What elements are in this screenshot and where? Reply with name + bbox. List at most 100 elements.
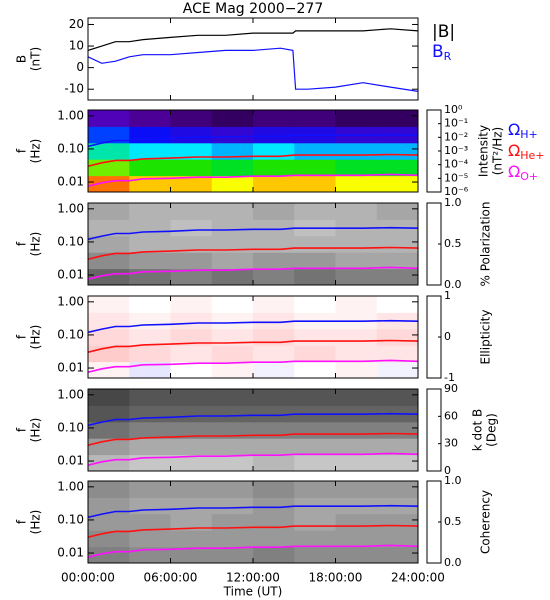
legend-subscript: O+	[520, 170, 538, 183]
spectrogram-cell	[129, 405, 171, 423]
spectrogram-cell	[88, 175, 130, 192]
spectrogram-cell	[211, 312, 254, 330]
y-axis-label: (nT)	[29, 47, 43, 71]
spectrogram-cell	[211, 513, 254, 531]
spectrogram-cell	[170, 235, 213, 253]
spectrogram-cell	[88, 405, 130, 423]
colorbar-tick-label: 0.0	[444, 556, 462, 569]
spectrogram-cell	[294, 421, 336, 439]
spectrogram-cell	[253, 497, 295, 515]
plot-area	[88, 28, 418, 92]
spectrogram-cell	[335, 175, 378, 192]
spectrogram-cell	[211, 454, 254, 471]
y-axis-label: (Hz)	[29, 325, 43, 350]
spectrogram-cell	[253, 219, 295, 237]
colorbar	[426, 388, 442, 472]
colorbar-tick-label: 10⁻¹	[444, 117, 468, 130]
spectrogram-cell	[88, 110, 130, 127]
data-line	[88, 47, 418, 92]
spectrogram-cell	[253, 405, 295, 423]
spectrogram-cell	[376, 268, 418, 285]
spectrogram-cell	[129, 389, 171, 406]
data-line	[88, 432, 418, 446]
spectrogram-cell	[253, 268, 295, 285]
legend-entry: ΩO+	[508, 162, 538, 184]
spectrogram-cell	[129, 203, 171, 220]
spectrogram-cell	[376, 421, 418, 439]
y-tick-label: 0.10	[57, 234, 84, 248]
spectrogram-cell	[211, 345, 254, 363]
spectrogram-cell	[88, 454, 130, 471]
legend-entry: |B|	[432, 22, 455, 42]
spectrogram-cell	[376, 438, 418, 456]
spectrogram-cell	[376, 389, 418, 406]
spectrogram-cell	[376, 110, 418, 127]
spectrogram-cell	[88, 421, 130, 439]
y-tick-label: 0.10	[57, 512, 84, 526]
spectrogram-cell	[376, 345, 418, 363]
spectrogram-cell	[253, 438, 295, 456]
y-tick-label: 0.01	[57, 546, 84, 560]
spectrogram-cell	[170, 389, 213, 406]
y-tick-label: 0.10	[57, 327, 84, 341]
spectrogram-cell	[211, 438, 254, 456]
y-axis-label: f	[15, 519, 29, 524]
spectrogram-cell	[335, 235, 378, 253]
spectrogram-cell	[335, 345, 378, 363]
spectrogram-cell	[170, 481, 213, 498]
y-axis-label: (Hz)	[29, 139, 43, 164]
y-axis-label: (Hz)	[29, 418, 43, 443]
data-line	[88, 266, 418, 280]
spectrogram-cell	[170, 175, 213, 192]
legend-subscript: H+	[520, 128, 538, 141]
colorbar-tick-label: 90	[444, 382, 458, 395]
y-tick-label: 10	[69, 39, 84, 53]
spectrogram-cell	[88, 142, 130, 160]
spectrogram-cell	[129, 513, 171, 531]
plot-area	[88, 110, 418, 192]
spectrogram-cell	[376, 546, 418, 563]
spectrogram-cell	[376, 481, 418, 498]
y-tick-label: 1.00	[57, 294, 84, 308]
spectrogram-cell	[170, 126, 213, 144]
y-tick-label: 0.10	[57, 141, 84, 155]
spectrogram-cell	[253, 546, 295, 563]
spectrogram-cell	[170, 546, 213, 563]
y-axis-label: f	[15, 427, 29, 432]
spectrogram-cell	[294, 389, 336, 406]
spectrogram-cell	[170, 252, 213, 270]
colorbar-tick-label: 10⁻⁴	[444, 158, 469, 171]
spectrogram-cell	[211, 361, 254, 378]
y-axis-label: f	[15, 241, 29, 246]
spectrogram-cell	[129, 438, 171, 456]
spectrogram-cell	[211, 389, 254, 406]
legend-name: |B|	[432, 22, 455, 42]
spectrogram-cell	[335, 110, 378, 127]
legend-subscript: He+	[520, 149, 544, 162]
spectrogram-cell	[211, 268, 254, 285]
spectrogram-cell	[253, 361, 295, 378]
legend-entry: BR	[432, 42, 452, 63]
spectrogram-cell	[253, 175, 295, 192]
colorbar-label: (Deg)	[485, 413, 499, 447]
data-line	[88, 153, 418, 167]
y-axis-label: f	[15, 334, 29, 339]
colorbar-tick-label: 1.0	[444, 474, 462, 487]
colorbar-label: (nT²/Hz)	[491, 127, 505, 175]
spectrogram-cell	[129, 142, 171, 160]
spectrogram-cell	[129, 126, 171, 144]
spectrogram-cell	[170, 312, 213, 330]
spectrogram-cell	[211, 175, 254, 192]
colorbar-tick-label: -1	[444, 371, 455, 384]
x-tick-label: 18:00:00	[309, 571, 363, 585]
spectrogram-cell	[129, 296, 171, 313]
data-line	[88, 412, 418, 427]
y-tick-label: -10	[64, 82, 84, 96]
spectrogram-cell	[253, 159, 295, 177]
x-tick-label: 06:00:00	[144, 571, 198, 585]
x-axis-label: Time (UT)	[223, 585, 283, 599]
spectrogram-cell	[253, 513, 295, 531]
spectrogram-cell	[376, 159, 418, 177]
x-tick-label: 24:00:00	[391, 571, 445, 585]
